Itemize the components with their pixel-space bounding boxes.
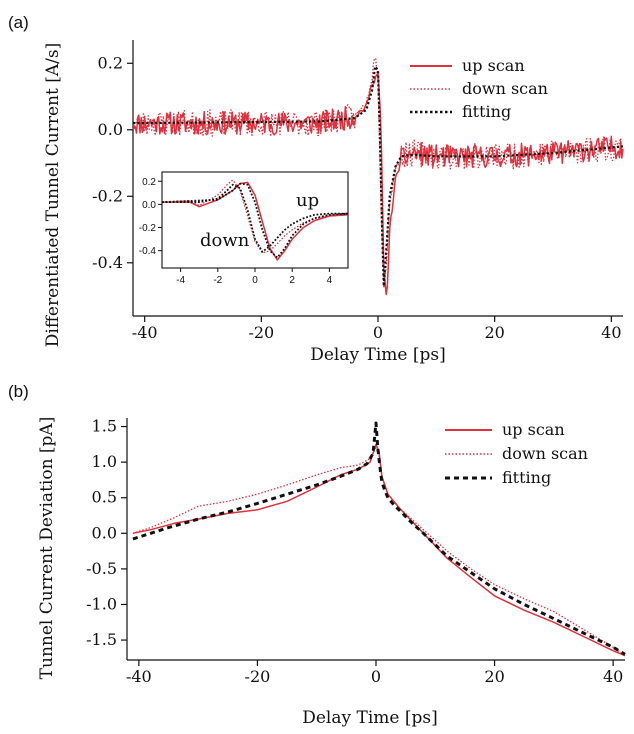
inset-series-fitting-line [162, 183, 348, 253]
panel-b-legend: up scan down scan fitting [445, 420, 588, 487]
inset-label-down: down [200, 230, 250, 251]
panel-a-y-tick-label: -0.4 [92, 253, 123, 272]
panel-a-y-ticks: 0.2 0.0 -0.2 -0.4 [92, 53, 133, 272]
panel-a-legend: up scan down scan fitting [410, 56, 548, 121]
legend-b-up-label: up scan [502, 420, 565, 439]
panel-a-x-tick-label: -20 [248, 323, 274, 342]
inset-y-tick-label: 0.0 [142, 200, 156, 211]
panel-b-x-tick-label: -20 [245, 667, 271, 686]
panel-b-y-axis-title: Tunnel Current Deviation [pA] [37, 417, 57, 680]
inset-y-ticks: 0.2 0.0 -0.2 -0.4 [139, 177, 162, 257]
inset-x-tick-label: -2 [213, 275, 222, 286]
panel-b-y-tick-label: -1.5 [86, 630, 117, 649]
panel-b-y-tick-label: 1.5 [92, 417, 117, 436]
panel-a-y-axis-title: Differentiated Tunnel Current [A/s] [43, 43, 63, 347]
panel-a-y-tick-label: -0.2 [92, 186, 123, 205]
panel-a-inset: -4 -2 0 2 4 0.2 0.0 -0.2 -0.4 up down [139, 171, 349, 286]
panel-a-x-tick-label: 0 [373, 323, 383, 342]
panel-b-x-axis-title: Delay Time [ps] [302, 708, 438, 728]
panel-b-y-tick-label: 0.0 [92, 523, 117, 542]
panel-a-x-ticks: -40 -20 0 20 40 [132, 316, 622, 342]
inset-series-fitting-line [161, 182, 349, 259]
inset-x-tick-label: 4 [327, 275, 333, 286]
panel-a-x-tick-label: 20 [484, 323, 504, 342]
panel-a-label: (a) [8, 13, 29, 32]
inset-y-tick-label: -0.2 [139, 223, 157, 234]
legend-b-down-label: down scan [502, 444, 588, 463]
panel-b-label: (b) [8, 382, 29, 401]
inset-series-up-scan-line [162, 181, 349, 261]
inset-x-tick-label: -4 [176, 275, 185, 286]
panel-b-y-tick-label: -1.0 [86, 594, 117, 613]
panel-a-x-tick-label: 40 [601, 323, 621, 342]
panel-b-x-tick-label: 0 [371, 667, 381, 686]
inset-x-tick-label: 2 [289, 275, 295, 286]
legend-b-fit-label: fitting [502, 468, 551, 487]
panel-a: (a) -40 -20 0 20 40 0.20.0-0.2-0.4 Delay Tim… [8, 13, 624, 365]
legend-a-up-label: up scan [462, 56, 525, 75]
panel-b-plot [126, 418, 626, 661]
inset-x-ticks: -4 -2 0 2 4 [176, 268, 333, 286]
inset-plot [161, 179, 349, 261]
legend-a-down-label: down scan [462, 79, 548, 98]
legend-a-fit-label: fitting [462, 102, 511, 121]
panel-b: (b) -40 -20 0 20 40 1.5 1.0 0.5 0.0 -0.5 -1.0 -1.5… [8, 382, 626, 728]
panel-b-y-tick-label: 0.5 [92, 488, 117, 507]
panel-a-x-tick-label: -40 [132, 323, 158, 342]
panel-b-x-tick-label: -40 [126, 667, 152, 686]
inset-label-up: up [296, 190, 319, 211]
panel-b-x-tick-label: 20 [484, 667, 504, 686]
panel-a-y-tick-label: 0.2 [98, 53, 123, 72]
panel-b-y-tick-label: -0.5 [86, 559, 117, 578]
panel-a-y-tick-label: 0.0 [98, 120, 123, 139]
inset-frame [161, 171, 349, 269]
panel-b-y-tick-label: 1.0 [92, 452, 117, 471]
inset-y-tick-label: 0.2 [142, 177, 156, 188]
panel-b-x-ticks: -40 -20 0 20 40 [126, 660, 623, 686]
panel-a-plot [132, 40, 624, 317]
panel-a-x-axis-title: Delay Time [ps] [310, 345, 446, 365]
panel-b-y-ticks: 1.5 1.0 0.5 0.0 -0.5 -1.0 -1.5 [86, 417, 127, 649]
panel-b-series-fitting-line [132, 421, 626, 656]
inset-y-tick-label: -0.4 [139, 246, 157, 257]
inset-x-tick-label: 0 [252, 275, 258, 286]
panel-b-x-tick-label: 40 [603, 667, 623, 686]
